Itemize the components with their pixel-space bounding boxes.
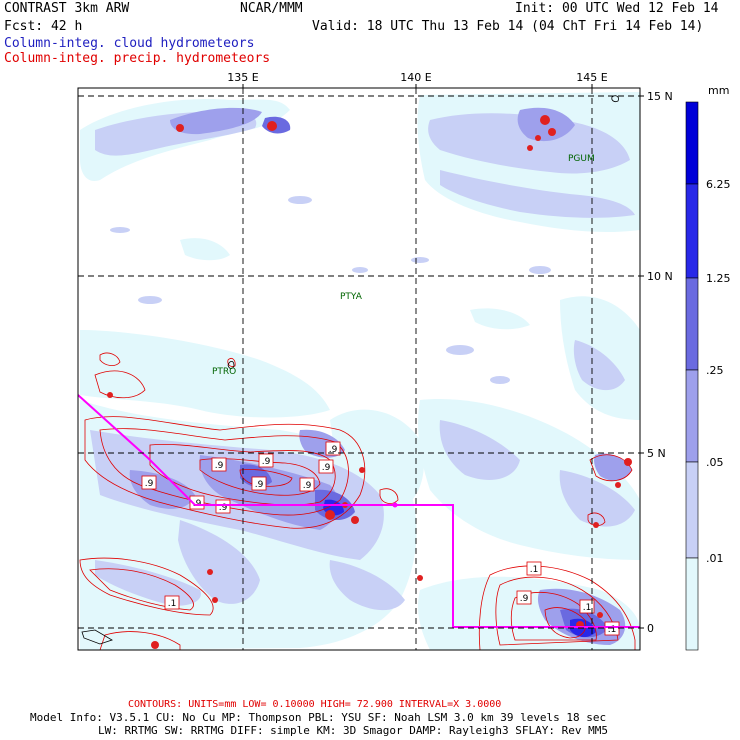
contour-label: .9 bbox=[215, 499, 231, 514]
contour-label: .9 bbox=[516, 590, 532, 605]
contour-label: .9 bbox=[299, 477, 315, 492]
svg-text:.9: .9 bbox=[219, 503, 228, 513]
contour-label: .9 bbox=[258, 453, 274, 468]
cloud-field bbox=[80, 92, 640, 650]
colorbar bbox=[685, 101, 699, 651]
contour-label: .9 bbox=[251, 476, 267, 491]
svg-text:.1: .1 bbox=[583, 603, 592, 613]
station-pgum: PGUM bbox=[568, 154, 595, 164]
colorbar-segment bbox=[685, 277, 699, 371]
lat-label-10n: 10 N bbox=[647, 270, 673, 283]
station-ptya: PTYA bbox=[340, 292, 363, 302]
colorbar-segment bbox=[685, 101, 699, 185]
organization: NCAR/MMM bbox=[240, 1, 303, 16]
valid-time: Valid: 18 UTC Thu 13 Feb 14 (04 ChT Fri … bbox=[312, 19, 704, 34]
coastlines bbox=[81, 95, 619, 645]
colorbar-tick: 6.25 bbox=[706, 178, 731, 191]
svg-text:.9: .9 bbox=[255, 480, 264, 490]
legend-cloud: Column-integ. cloud hydrometeors bbox=[4, 36, 255, 51]
run-title: CONTRAST 3km ARW bbox=[4, 1, 130, 16]
graticule bbox=[78, 88, 640, 650]
cross-section-path bbox=[77, 394, 640, 628]
contour-label: .1 bbox=[164, 595, 180, 610]
svg-text:.1: .1 bbox=[608, 625, 617, 635]
contour-label: .1 bbox=[526, 561, 542, 576]
colorbar-segment bbox=[685, 369, 699, 463]
lon-label-145: 145 E bbox=[576, 71, 607, 84]
colorbar-unit: mm bbox=[708, 84, 729, 97]
lat-label-15n: 15 N bbox=[647, 90, 673, 103]
svg-text:.1: .1 bbox=[530, 565, 539, 575]
contour-label: .9 bbox=[318, 459, 334, 474]
colorbar-tick: .05 bbox=[706, 456, 724, 469]
init-time: Init: 00 UTC Wed 12 Feb 14 bbox=[515, 1, 719, 16]
contour-label: .9 bbox=[211, 457, 227, 472]
svg-text:.9: .9 bbox=[215, 461, 224, 471]
lat-label-5n: 5 N bbox=[647, 447, 666, 460]
legend-precip: Column-integ. precip. hydrometeors bbox=[4, 51, 271, 66]
colorbar-tick: .25 bbox=[706, 364, 724, 377]
forecast-hour: Fcst: 42 h bbox=[4, 19, 83, 34]
precip-blobs bbox=[107, 115, 632, 649]
contour-label: .9 bbox=[141, 475, 157, 490]
contour-label: .9 bbox=[325, 441, 341, 456]
lon-label-135: 135 E bbox=[227, 71, 258, 84]
contour-label: .1 bbox=[604, 621, 620, 636]
lat-label-0: 0 bbox=[647, 622, 654, 635]
lon-label-140: 140 E bbox=[400, 71, 431, 84]
svg-text:.9: .9 bbox=[322, 463, 331, 473]
svg-text:.9: .9 bbox=[520, 594, 529, 604]
colorbar-segment bbox=[685, 557, 699, 651]
contour-label: .1 bbox=[579, 599, 595, 614]
model-info-1: Model Info: V3.5.1 CU: No Cu MP: Thompso… bbox=[30, 711, 607, 724]
colorbar-segment bbox=[685, 461, 699, 559]
svg-text:.9: .9 bbox=[145, 479, 154, 489]
svg-text:.9: .9 bbox=[329, 445, 338, 455]
contour-info: CONTOURS: UNITS=mm LOW= 0.10000 HIGH= 72… bbox=[128, 699, 502, 710]
colorbar-tick: .01 bbox=[706, 552, 724, 565]
svg-text:.9: .9 bbox=[303, 481, 312, 491]
map-frame bbox=[77, 87, 641, 651]
model-info-2: LW: RRTMG SW: RRTMG DIFF: simple KM: 3D … bbox=[98, 724, 608, 737]
colorbar-segment bbox=[685, 183, 699, 279]
station-ptro: PTRO bbox=[212, 367, 236, 377]
svg-text:.1: .1 bbox=[168, 599, 177, 609]
colorbar-tick: 1.25 bbox=[706, 272, 731, 285]
svg-text:.9: .9 bbox=[262, 457, 271, 467]
